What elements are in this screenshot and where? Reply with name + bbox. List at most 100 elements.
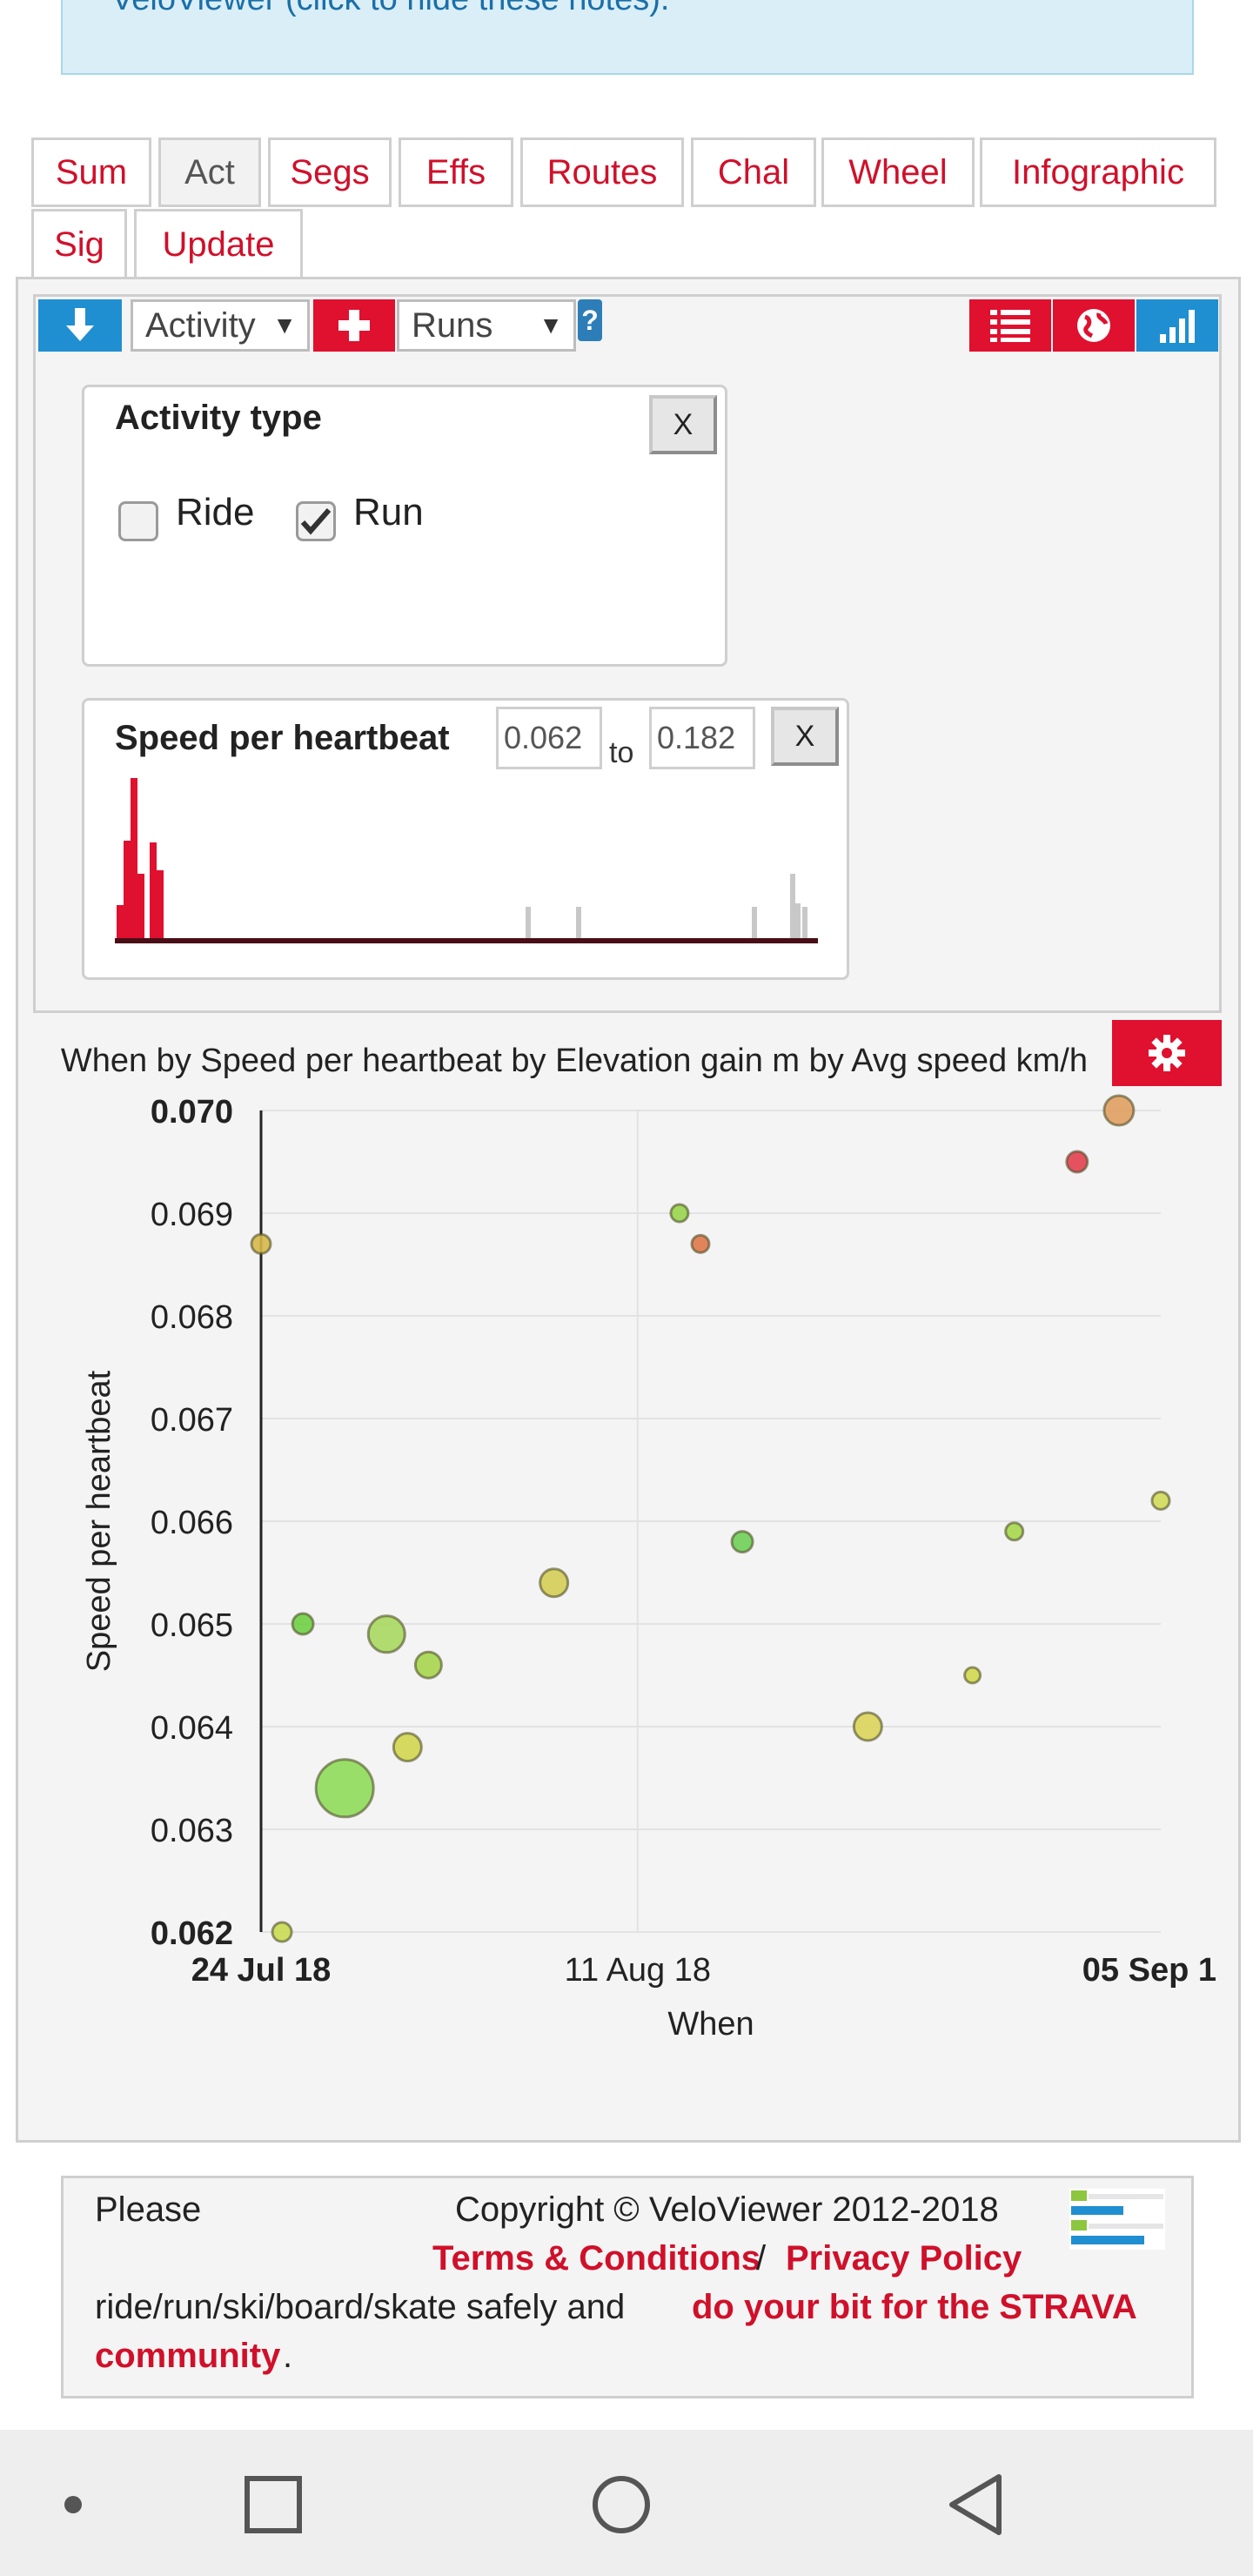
notes-banner[interactable]: VeloViewer (click to hide these notes).: [61, 0, 1194, 75]
histogram-bar: [157, 870, 164, 942]
square-recents-icon[interactable]: [242, 2473, 305, 2536]
tab-label: Effs: [425, 152, 486, 191]
tab-label: Sig: [54, 225, 104, 264]
data-point[interactable]: [291, 1612, 315, 1636]
notes-banner-text: VeloViewer (click to hide these notes).: [111, 0, 669, 18]
data-point[interactable]: [669, 1203, 690, 1224]
help-button[interactable]: ?: [578, 299, 602, 341]
histogram-bar: [137, 874, 144, 942]
data-point[interactable]: [1150, 1490, 1171, 1511]
range-to-label: to: [609, 736, 634, 769]
veloviewer-logo-icon: [1069, 2189, 1165, 2250]
ride-label: Ride: [176, 491, 255, 533]
y-tick-label: 0.068: [151, 1299, 233, 1336]
data-point[interactable]: [690, 1233, 711, 1254]
ride-checkbox[interactable]: [118, 501, 158, 541]
histogram-bar: [795, 903, 801, 942]
runs-select-value: Runs: [412, 305, 493, 345]
dropdown-arrow-icon: ▼: [539, 312, 563, 339]
data-point[interactable]: [314, 1758, 375, 1819]
signal-bars-icon[interactable]: [1136, 299, 1218, 352]
tab-update[interactable]: Update: [134, 209, 303, 280]
x-tick-label: 11 Aug 18: [565, 1952, 711, 1989]
gear-icon[interactable]: [1112, 1020, 1222, 1086]
strava-community-link-cont[interactable]: community: [95, 2337, 281, 2375]
tab-label: Routes: [546, 152, 658, 191]
histogram-axis: [115, 938, 818, 943]
histogram-bar: [752, 907, 757, 942]
android-nav-bar: [0, 2430, 1253, 2576]
tab-routes[interactable]: Routes: [520, 138, 684, 207]
data-point[interactable]: [1065, 1150, 1089, 1174]
strava-community-link[interactable]: do your bit for the STRAVA: [692, 2288, 1137, 2326]
speed-histogram[interactable]: [111, 771, 825, 945]
run-checkbox[interactable]: [296, 501, 336, 541]
y-tick-label: 0.064: [151, 1710, 233, 1747]
tab-sum[interactable]: Sum: [31, 138, 151, 207]
y-tick-label: 0.066: [151, 1505, 233, 1541]
histogram-bar: [131, 778, 137, 942]
data-point[interactable]: [413, 1650, 443, 1680]
globe-icon[interactable]: [1053, 299, 1135, 352]
y-tick-label: 0.070: [151, 1094, 233, 1130]
privacy-link[interactable]: Privacy Policy: [786, 2239, 1022, 2277]
speed-filter-close-button[interactable]: X: [771, 707, 839, 766]
speed-max-input[interactable]: 0.182: [649, 707, 755, 769]
activity-select-value: Activity: [145, 305, 256, 345]
data-point[interactable]: [366, 1614, 406, 1654]
tab-act[interactable]: Act: [158, 138, 261, 207]
tab-infographic[interactable]: Infographic: [980, 138, 1216, 207]
list-icon[interactable]: [969, 299, 1051, 352]
x-axis-title: When: [667, 2006, 754, 2043]
x-tick-label: 24 Jul 18: [191, 1952, 332, 1989]
histogram-bar: [802, 907, 807, 942]
data-point[interactable]: [392, 1732, 423, 1763]
x-tick-label: 05 Sep 1: [1082, 1952, 1216, 1989]
run-label: Run: [353, 491, 424, 533]
histogram-bar: [117, 905, 124, 942]
tab-label: Act: [184, 152, 235, 191]
speed-min-value: 0.062: [504, 720, 583, 755]
activity-type-close-button[interactable]: X: [649, 395, 717, 454]
activity-type-card: [82, 385, 727, 667]
data-point[interactable]: [271, 1921, 293, 1943]
tab-chal[interactable]: Chal: [691, 138, 816, 207]
data-point[interactable]: [539, 1567, 570, 1599]
dot-icon[interactable]: [63, 2494, 84, 2515]
data-point[interactable]: [852, 1711, 883, 1742]
triangle-back-icon[interactable]: [945, 2472, 1008, 2538]
tab-label: Update: [162, 225, 275, 264]
plus-icon[interactable]: [313, 299, 395, 352]
y-tick-label: 0.067: [151, 1402, 233, 1439]
tab-sig[interactable]: Sig: [31, 209, 127, 280]
histogram-bar: [150, 842, 157, 942]
y-tick-label: 0.065: [151, 1607, 233, 1644]
speed-filter-title: Speed per heartbeat: [115, 719, 450, 757]
histogram-bar: [790, 874, 795, 942]
tab-wheel[interactable]: Wheel: [821, 138, 975, 207]
download-arrow-icon[interactable]: [38, 299, 122, 352]
activity-select[interactable]: Activity ▼: [131, 299, 310, 352]
speed-min-input[interactable]: 0.062: [496, 707, 602, 769]
footer-please: Please: [95, 2190, 202, 2229]
histogram-bar: [576, 907, 581, 942]
data-point[interactable]: [963, 1666, 982, 1685]
circle-home-icon[interactable]: [588, 2472, 654, 2538]
y-axis-title: Speed per heartbeat: [81, 1370, 117, 1672]
terms-link[interactable]: Terms & Conditions: [432, 2239, 761, 2277]
data-point[interactable]: [250, 1232, 272, 1255]
close-label: X: [673, 407, 694, 441]
scatter-chart[interactable]: 0.062 0.063 0.064 0.065 0.066 0.067 0.068 0.069…: [0, 1088, 1253, 2063]
tab-segs[interactable]: Segs: [268, 138, 392, 207]
data-point[interactable]: [730, 1530, 754, 1554]
y-tick-label: 0.069: [151, 1197, 233, 1233]
data-point[interactable]: [1102, 1094, 1136, 1127]
tab-effs[interactable]: Effs: [399, 138, 513, 207]
runs-select[interactable]: Runs ▼: [397, 299, 576, 352]
tab-label: Wheel: [848, 152, 948, 191]
data-point[interactable]: [1004, 1521, 1025, 1542]
chart-title: When by Speed per heartbeat by Elevation…: [0, 1043, 1105, 1086]
histogram-bar: [124, 841, 131, 942]
footer-slash: /: [756, 2239, 767, 2277]
tab-label: Segs: [290, 152, 370, 191]
